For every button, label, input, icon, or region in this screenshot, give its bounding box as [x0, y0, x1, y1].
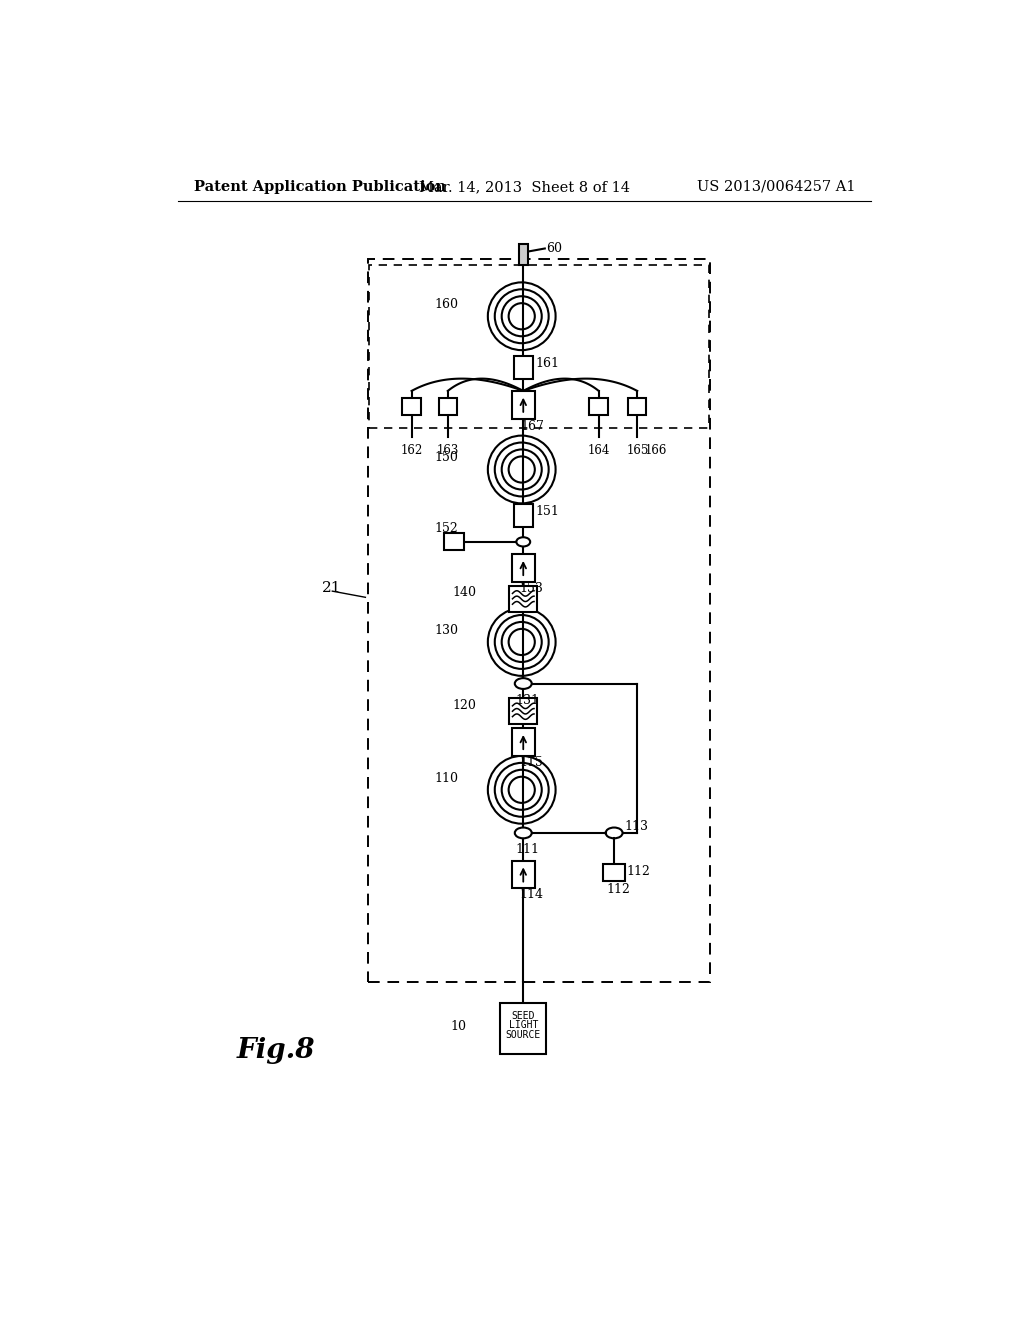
Text: 163: 163	[437, 445, 460, 458]
Text: 165: 165	[627, 445, 649, 458]
Bar	[438, 397, 457, 414]
Bar	[370, 264, 709, 428]
Bar	[512, 861, 535, 888]
Text: SOURCE: SOURCE	[506, 1030, 541, 1040]
Text: 114: 114	[519, 888, 544, 902]
Text: Fig.8: Fig.8	[237, 1036, 315, 1064]
Bar	[444, 533, 464, 550]
Text: 130: 130	[435, 624, 459, 638]
Bar	[514, 504, 532, 527]
Text: 152: 152	[434, 521, 458, 535]
Text: 112: 112	[606, 883, 631, 896]
Text: 113: 113	[625, 820, 649, 833]
Text: 110: 110	[435, 772, 459, 785]
Bar	[512, 729, 535, 756]
Text: 10: 10	[451, 1020, 466, 1034]
Text: US 2013/0064257 A1: US 2013/0064257 A1	[697, 180, 856, 194]
Text: 151: 151	[536, 506, 559, 519]
Bar	[509, 698, 538, 725]
Bar	[402, 397, 421, 414]
Bar	[628, 397, 646, 414]
Bar	[518, 244, 528, 265]
Text: 21: 21	[322, 581, 341, 595]
Text: SEED: SEED	[512, 1011, 535, 1022]
Bar	[512, 554, 535, 582]
Text: 120: 120	[453, 698, 476, 711]
Bar	[500, 1003, 547, 1053]
Text: 164: 164	[588, 445, 610, 458]
Text: Mar. 14, 2013  Sheet 8 of 14: Mar. 14, 2013 Sheet 8 of 14	[419, 180, 631, 194]
Text: 111: 111	[515, 843, 540, 857]
Bar	[512, 391, 535, 418]
Text: 162: 162	[400, 445, 423, 458]
Text: 112: 112	[627, 865, 650, 878]
Bar	[590, 397, 608, 414]
Text: 115: 115	[519, 755, 544, 768]
Text: 161: 161	[536, 358, 559, 371]
Text: 150: 150	[435, 451, 459, 465]
Bar	[509, 586, 538, 612]
Text: 166: 166	[645, 445, 668, 458]
Text: 140: 140	[453, 586, 476, 599]
Bar	[368, 259, 711, 982]
Text: 167: 167	[520, 420, 544, 433]
Text: 60: 60	[547, 242, 562, 255]
Text: 153: 153	[519, 582, 544, 594]
Bar	[603, 865, 625, 882]
Text: Patent Application Publication: Patent Application Publication	[194, 180, 445, 194]
Text: LIGHT: LIGHT	[509, 1020, 538, 1031]
Bar	[514, 356, 532, 379]
Text: 160: 160	[435, 298, 459, 312]
Text: 131: 131	[515, 694, 540, 708]
